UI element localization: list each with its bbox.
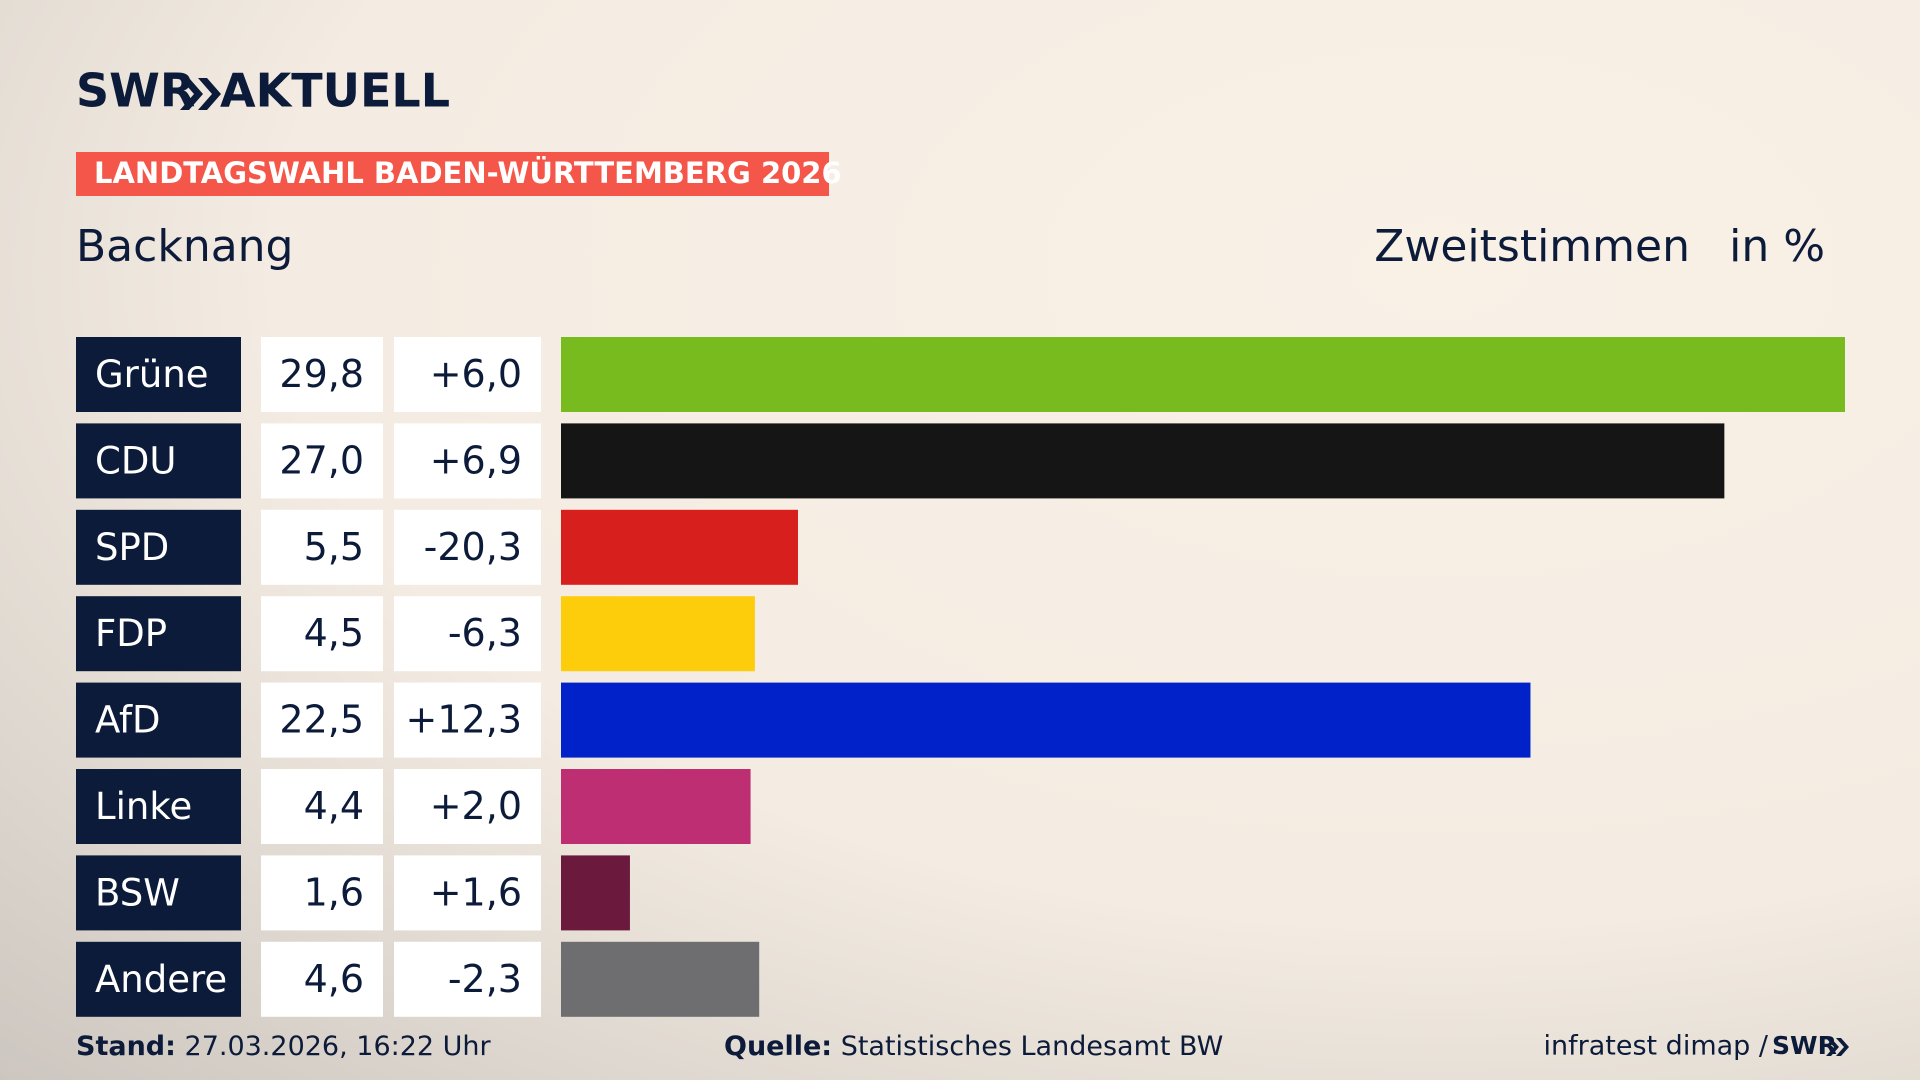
- change-box: [394, 682, 541, 758]
- party-box: [76, 337, 241, 412]
- change-box: [394, 855, 541, 931]
- bar: [561, 423, 1725, 499]
- bar: [561, 337, 1845, 412]
- value-label: 4,5: [304, 611, 364, 655]
- bar: [561, 596, 755, 672]
- party-label: SPD: [95, 526, 169, 569]
- party-label: CDU: [95, 439, 176, 482]
- value-box: [261, 769, 383, 844]
- source: Statistisches Landesamt BW: [841, 1031, 1224, 1062]
- banner-bg: [76, 152, 829, 196]
- party-box: [76, 596, 241, 672]
- bar: [561, 509, 798, 585]
- change-box: [394, 769, 541, 844]
- banner: LANDTAGSWAHL BADEN-WÜRTTEMBERG 2026: [94, 156, 842, 190]
- change-label: +12,3: [406, 698, 522, 742]
- value-label: 4,6: [304, 957, 364, 1001]
- brand: AKTUELL: [220, 64, 450, 118]
- change-box: [394, 941, 541, 1017]
- change-box: [394, 596, 541, 672]
- credit: infratest dimap /: [1543, 1031, 1768, 1062]
- change-label: +6,0: [430, 352, 522, 396]
- party-label: Linke: [95, 785, 192, 828]
- footer-stand: Stand: 27.03.2026, 16:22 Uhr: [76, 1031, 492, 1062]
- footer-source: Quelle: Statistisches Landesamt BW: [724, 1031, 1223, 1062]
- party-label: Grüne: [95, 353, 209, 396]
- value-box: [261, 337, 383, 412]
- change-label: +1,6: [430, 870, 522, 914]
- party-box: [76, 941, 241, 1017]
- change-label: -2,3: [448, 957, 522, 1001]
- value-box: [261, 682, 383, 758]
- change-box: [394, 423, 541, 499]
- party-box: [76, 855, 241, 931]
- chart-subtitle: Zweitstimmen: [1374, 221, 1690, 272]
- change-label: -6,3: [448, 611, 522, 655]
- change-label: +2,0: [430, 784, 522, 828]
- value-label: 5,5: [304, 525, 364, 569]
- value-box: [261, 941, 383, 1017]
- party-box: [76, 769, 241, 844]
- change-label: +6,9: [430, 438, 522, 482]
- party-box: [76, 682, 241, 758]
- source-label: Quelle:: [724, 1031, 832, 1062]
- value-label: 1,6: [304, 870, 364, 914]
- unit: in %: [1729, 221, 1825, 272]
- change-label: -20,3: [424, 525, 522, 569]
- bar: [561, 682, 1531, 758]
- change-box: [394, 337, 541, 412]
- party-label: FDP: [95, 612, 167, 655]
- value-box: [261, 423, 383, 499]
- chart-title: Backnang: [76, 221, 294, 272]
- bar: [561, 855, 630, 931]
- value-label: 29,8: [279, 352, 364, 396]
- value-label: 4,4: [304, 784, 364, 828]
- change-box: [394, 509, 541, 585]
- credit-logo: SWR: [1772, 1031, 1837, 1060]
- party-label: AfD: [95, 699, 161, 742]
- stand: 27.03.2026, 16:22 Uhr: [185, 1031, 492, 1062]
- party-label: Andere: [95, 958, 227, 1001]
- bar: [561, 769, 751, 844]
- party-box: [76, 509, 241, 585]
- party-label: BSW: [95, 871, 180, 914]
- logo: SWR: [76, 64, 195, 118]
- value-label: 27,0: [279, 438, 364, 482]
- stand-label: Stand:: [76, 1031, 176, 1062]
- value-label: 22,5: [279, 698, 364, 742]
- credit-chevrons: [1826, 1038, 1849, 1056]
- bar: [561, 941, 760, 1017]
- value-box: [261, 509, 383, 585]
- party-box: [76, 423, 241, 499]
- value-box: [261, 855, 383, 931]
- logo-chevrons: [180, 78, 221, 110]
- value-box: [261, 596, 383, 672]
